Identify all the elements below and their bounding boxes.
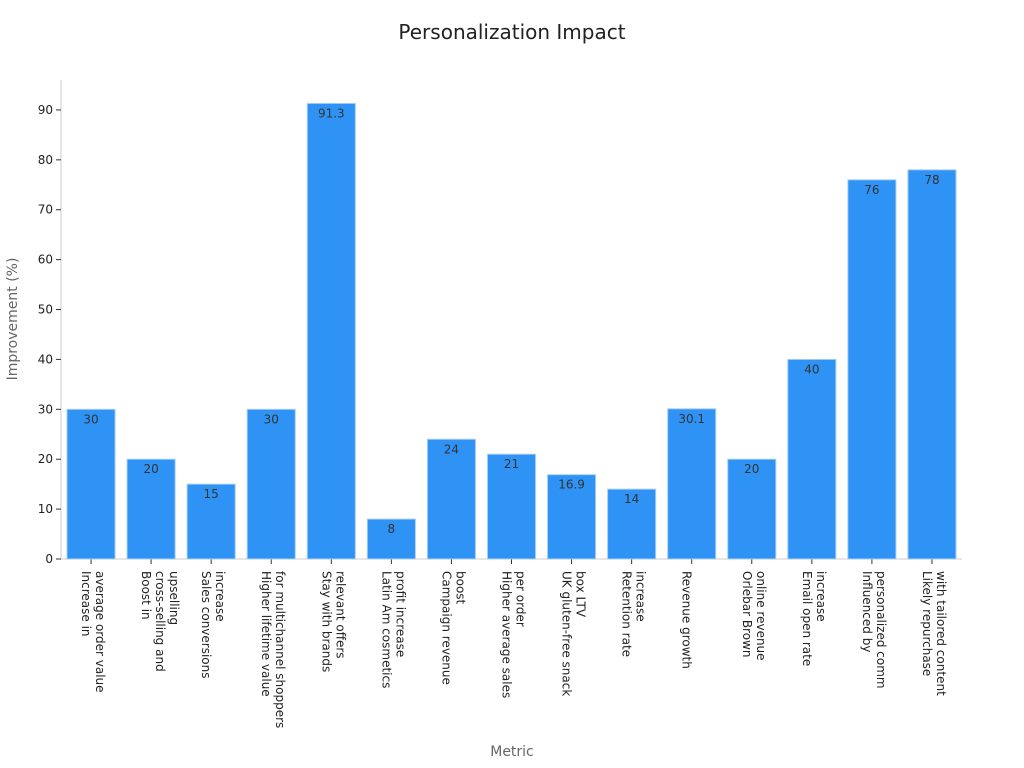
x-tick-label-line: increase [814, 571, 828, 622]
x-tick-label: Likely repurchase with tailored content [920, 571, 948, 696]
bar-value-label: 16.9 [558, 478, 585, 492]
bar-value-label: 20 [143, 462, 158, 476]
bar [847, 179, 897, 560]
x-tick-label-line: UK gluten-free snack [560, 571, 574, 696]
bar-value-label: 15 [204, 487, 219, 501]
x-tick-label-line: box LTV [574, 571, 588, 618]
y-tick-label: 90 [38, 103, 53, 117]
x-tick-label: Sales conversions increase [199, 571, 227, 679]
x-tick-label-line: Revenue growth [680, 571, 694, 669]
x-tick-label-line: relevant offers [333, 571, 347, 659]
x-tick-label-line: with tailored content [934, 571, 948, 696]
bar [126, 458, 176, 560]
x-tick-label-line: Latin Am cosmetics [379, 571, 393, 688]
bar [426, 438, 476, 560]
x-tick-label-line: online revenue [754, 571, 768, 661]
x-tick-label-line: Campaign revenue [439, 571, 453, 685]
x-tick-label-line: Stay with brands [319, 571, 333, 672]
y-tick-label: 50 [38, 303, 53, 317]
y-tick-label: 40 [38, 352, 53, 366]
x-tick-label-line: Higher lifetime value [259, 571, 273, 697]
bar-value-label: 91.3 [318, 106, 345, 120]
x-tick-label-line: personalized comm [874, 571, 888, 689]
x-tick-label-line: average order value [93, 571, 107, 693]
x-tick-label-line: per order [514, 571, 528, 627]
x-tick-label-line: Likely repurchase [920, 571, 934, 676]
y-axis: 0 10 20 30 40 50 60 70 80 90 [38, 80, 62, 566]
x-tick-label-line: Orlebar Brown [740, 571, 754, 657]
bar-value-label: 78 [924, 173, 939, 187]
bar [306, 102, 356, 560]
x-tick-label: Latin Am cosmetics profit increase [379, 571, 407, 688]
bar [486, 453, 537, 560]
y-tick-label: 10 [38, 502, 53, 516]
x-tick-label-line: Influenced by [860, 571, 874, 652]
bar-value-label: 8 [388, 522, 396, 536]
x-tick-label: Influenced by personalized comm [860, 571, 888, 689]
x-tick-label-line: for multichannel shoppers [273, 571, 287, 728]
bar [727, 458, 777, 560]
bars [66, 102, 957, 560]
y-tick-label: 0 [45, 552, 53, 566]
x-tick-label-line: Increase in [79, 571, 93, 637]
y-tick-label: 80 [38, 153, 53, 167]
bar-value-label: 21 [504, 457, 519, 471]
bar [366, 518, 416, 560]
x-tick-label: Boost in cross-selling and upselling [139, 571, 181, 672]
y-tick-label: 60 [38, 253, 53, 267]
bar-value-label: 24 [444, 442, 459, 456]
x-tick-label-line: Retention rate [620, 571, 634, 657]
bar [787, 358, 837, 560]
x-tick-label: Stay with brands relevant offers [319, 571, 347, 672]
x-tick-label: Increase in average order value [79, 571, 107, 693]
x-tick-label: Revenue growth [680, 571, 694, 669]
bar [547, 474, 597, 560]
x-axis-title: Metric [490, 744, 534, 760]
x-tick-label: Campaign revenue boost [439, 571, 467, 685]
bar-value-label: 14 [624, 492, 639, 506]
bar-value-label: 76 [864, 183, 879, 197]
x-tick-label-line: cross-selling and [153, 571, 167, 672]
category-labels: Increase in average order value Boost in cr… [79, 571, 948, 728]
bar [66, 408, 116, 560]
bar-value-label: 20 [744, 462, 759, 476]
y-tick-label: 70 [38, 203, 53, 217]
x-axis [61, 558, 962, 564]
x-tick-label-line: upselling [167, 571, 181, 625]
bar-value-label: 30 [83, 412, 98, 426]
bar-labels: 30 20 15 30 91.3 8 24 21 16.9 14 30.1 20 40 76 78 [83, 106, 939, 536]
x-tick-label-line: profit increase [393, 571, 407, 657]
bar [907, 169, 957, 560]
bar [186, 483, 236, 560]
y-tick-label: 30 [38, 402, 53, 416]
x-tick-label-line: increase [213, 571, 227, 622]
x-tick-label: Higher average sales per order [500, 571, 528, 698]
bar-value-label: 40 [804, 362, 819, 376]
y-tick-label: 20 [38, 452, 53, 466]
x-tick-label-line: increase [634, 571, 648, 622]
x-tick-label: Retention rate increase [620, 571, 648, 657]
bar [667, 408, 717, 560]
x-tick-label-line: Sales conversions [199, 571, 213, 679]
bar-value-label: 30.1 [678, 412, 705, 426]
x-tick-label: UK gluten-free snack box LTV [560, 571, 588, 696]
bar [246, 408, 296, 560]
bar-value-label: 30 [264, 412, 279, 426]
x-tick-label: Orlebar Brown online revenue [740, 571, 768, 661]
y-axis-title: Improvement (%) [5, 258, 21, 381]
x-tick-label-line: Email open rate [800, 571, 814, 666]
x-tick-label: Email open rate increase [800, 571, 828, 666]
x-tick-label: Higher lifetime value for multichannel sh… [259, 571, 287, 728]
bar [607, 488, 657, 560]
chart-title: Personalization Impact [398, 20, 626, 44]
x-tick-label-line: Boost in [139, 571, 153, 620]
x-tick-label-line: Higher average sales [500, 571, 514, 698]
x-tick-label-line: boost [453, 571, 467, 605]
